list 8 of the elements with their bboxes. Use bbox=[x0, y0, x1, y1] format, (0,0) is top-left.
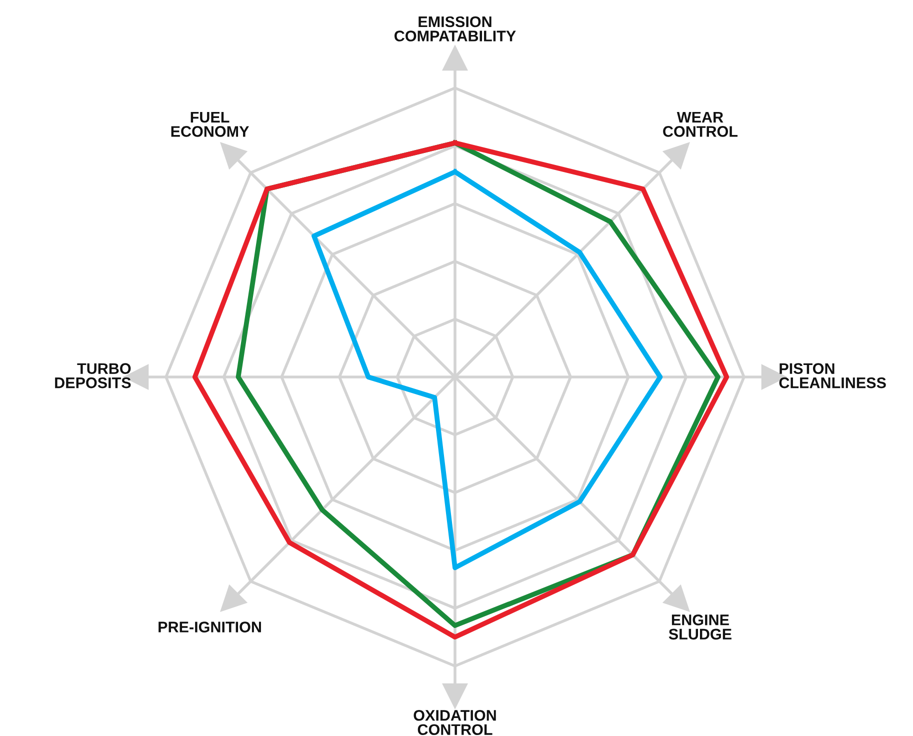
spoke-label: ENGINE SLUDGE bbox=[668, 614, 732, 640]
spoke-label: OXIDATION CONTROL bbox=[414, 710, 496, 736]
spoke-label: WEAR CONTROL bbox=[663, 112, 738, 137]
spoke-label: EMISSION COMPATABILITY bbox=[394, 16, 516, 42]
spoke-label: FUEL ECONOMY bbox=[171, 112, 249, 137]
spoke-label: TURBO DEPOSITS bbox=[55, 363, 131, 388]
spoke-label: PISTON CLEANLINESS bbox=[779, 363, 886, 388]
spoke-label: PRE-IGNITION bbox=[158, 622, 261, 632]
